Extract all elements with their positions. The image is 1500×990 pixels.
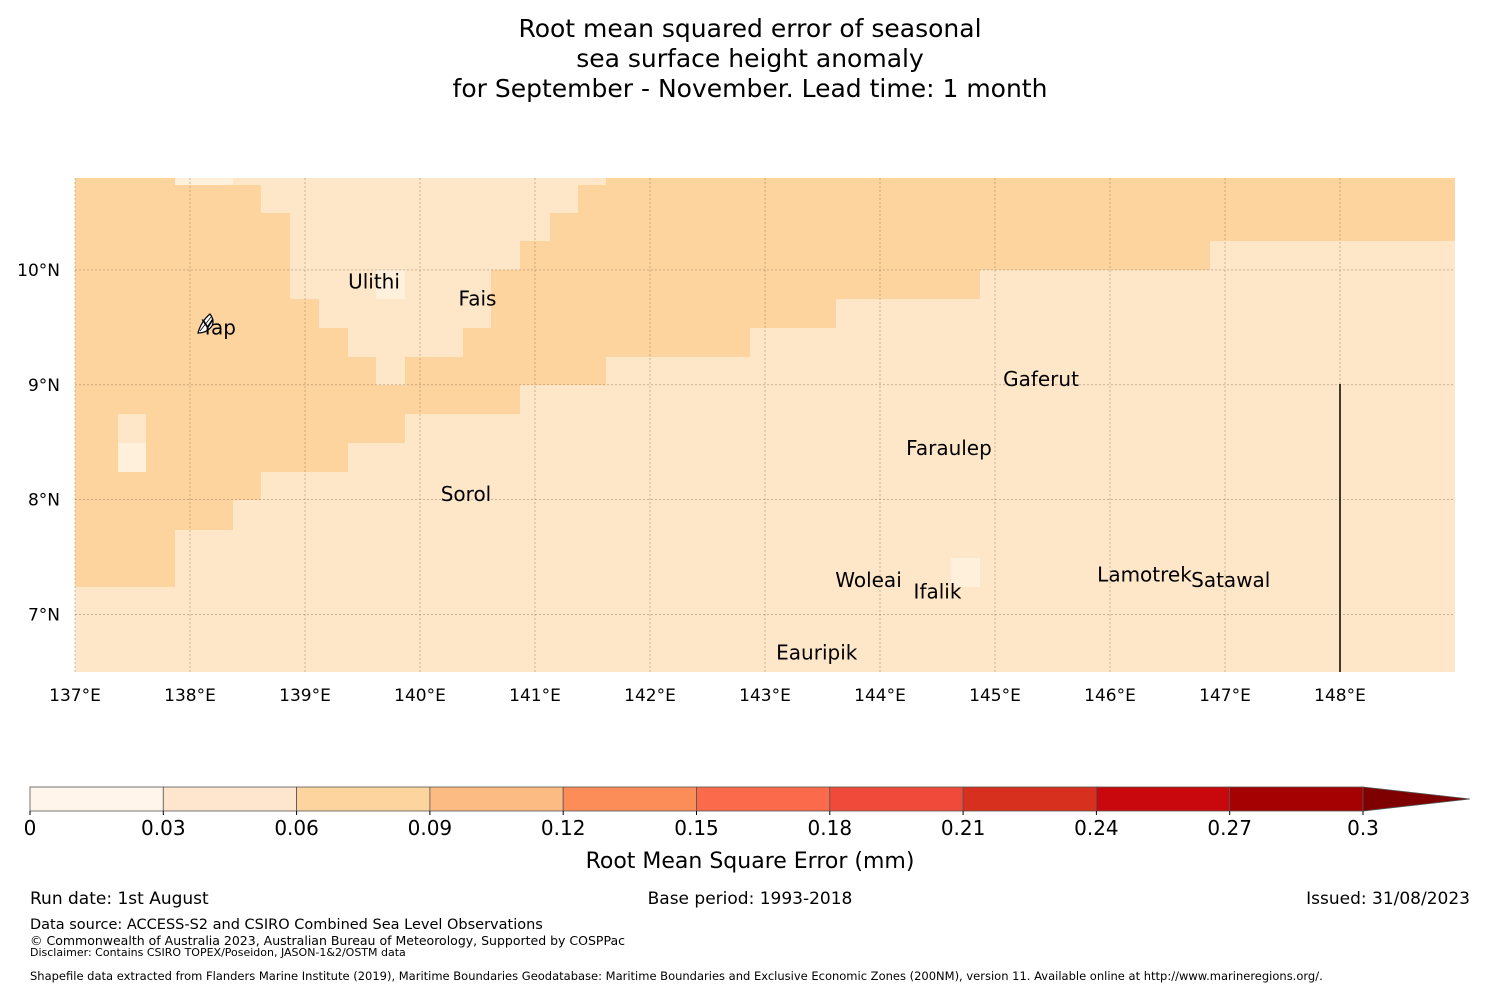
field-cell-high (1210, 178, 1455, 241)
colorbar-label: Root Mean Square Error (mm) (586, 849, 915, 874)
colorbar-tick-label: 0.06 (274, 816, 319, 840)
field-cell-high (75, 178, 175, 587)
yap-island-icon (197, 313, 214, 334)
map-title: Root mean squared error of seasonal sea … (0, 14, 1500, 104)
field-cell-high (75, 530, 118, 558)
colorbar-tick-label: 0.18 (808, 816, 853, 840)
colorbar-tick-label: 0.03 (141, 816, 186, 840)
place-label: Ifalik (914, 580, 962, 604)
colorbar-tick-label: 0.21 (941, 816, 986, 840)
latitude-tick-label: 8°N (28, 491, 60, 511)
latitude-tick-label: 7°N (28, 606, 60, 626)
field-cell-high (491, 270, 520, 328)
run-date: Run date: 1st August (30, 889, 209, 909)
place-label: Lamotrek (1097, 562, 1192, 586)
colorbar-swatch (29, 786, 164, 812)
longitude-tick-label: 141°E (509, 686, 561, 706)
field-cell-high (606, 178, 750, 357)
field-cell-lowest (951, 558, 980, 587)
colorbar-tick-label: 0.3 (1347, 816, 1379, 840)
colorbar-swatch (696, 786, 831, 812)
field-cell-high (836, 178, 980, 299)
longitude-tick-label: 148°E (1314, 686, 1366, 706)
colorbar-tick-label: 0.09 (408, 816, 453, 840)
field-cell-high (319, 328, 348, 472)
longitude-tick-label: 139°E (279, 686, 331, 706)
copyright-notice: © Commonwealth of Australia 2023, Austra… (30, 933, 625, 948)
place-label: Ulithi (348, 269, 400, 293)
field-cell-high (578, 185, 606, 328)
issued-date: Issued: 31/08/2023 (1306, 889, 1470, 909)
longitude-tick-label: 143°E (739, 686, 791, 706)
longitude-tick-labels: 137°E 138°E 139°E 140°E 141°E 142°E 143°E 144°E… (49, 686, 1366, 706)
graticule (74, 178, 1455, 672)
field-cell-high (175, 500, 233, 530)
title-line-2: sea surface height anomaly (576, 44, 924, 73)
colorbar-swatch (296, 786, 431, 812)
field-cell-lowest (376, 270, 405, 299)
colorbar-tick-label: 0 (24, 816, 37, 840)
place-label: Eauripik (776, 640, 858, 664)
field-cell-high (348, 357, 376, 443)
longitude-tick-label: 138°E (164, 686, 216, 706)
field-cell-high (175, 185, 261, 500)
colorbar-extend-arrow (1362, 786, 1471, 812)
rmse-field (75, 178, 1455, 672)
colorbar-tick-labels: 0 0.03 0.06 0.09 0.12 0.15 0.18 0.21 0.24 0.27 0.3 (24, 811, 1379, 840)
field-cell-high (550, 213, 578, 328)
colorbar-swatch (1096, 786, 1231, 812)
colorbar-swatch (962, 786, 1097, 812)
title-line-3: for September - November. Lead time: 1 m… (452, 74, 1048, 103)
field-cell-high (290, 299, 319, 472)
colorbar-swatch (562, 786, 697, 812)
field-cell-lowest (118, 443, 146, 472)
place-label: Satawal (1191, 568, 1270, 592)
longitude-tick-label: 142°E (624, 686, 676, 706)
field-cell-high (750, 178, 836, 328)
disclaimer: Disclaimer: Contains CSIRO TOPEX/Poseido… (30, 946, 406, 959)
place-label: Yap (201, 315, 236, 339)
title-line-1: Root mean squared error of seasonal (518, 14, 982, 43)
colorbar-tick-label: 0.12 (541, 816, 586, 840)
colorbar-swatch (162, 786, 298, 812)
longitude-tick-label: 137°E (49, 686, 101, 706)
field-cell-high (261, 213, 290, 472)
longitude-tick-label: 140°E (394, 686, 446, 706)
colorbar-tick-label: 0.24 (1074, 816, 1119, 840)
latitude-tick-label: 10°N (17, 261, 60, 281)
place-label: Fais (459, 287, 497, 311)
place-label: Sorol (441, 482, 492, 506)
latitude-tick-labels: 10°N 9°N 8°N 7°N (17, 261, 60, 626)
place-label: Gaferut (1003, 367, 1079, 391)
place-label: Woleai (835, 568, 902, 592)
longitude-tick-label: 147°E (1199, 686, 1251, 706)
longitude-tick-label: 146°E (1084, 686, 1136, 706)
field-cell-high (376, 385, 405, 443)
colorbar-swatch (829, 786, 964, 812)
shapefile-credit: Shapefile data extracted from Flanders M… (30, 969, 1323, 983)
longitude-tick-label: 144°E (854, 686, 906, 706)
colorbar-swatch (1229, 786, 1364, 812)
place-labels: Yap Ulithi Fais Gaferut Faraulep Sorol Woleai I… (201, 269, 1271, 664)
base-period: Base period: 1993-2018 (647, 889, 853, 909)
data-source: Data source: ACCESS-S2 and CSIRO Combine… (30, 917, 543, 933)
field-cell-low (118, 414, 146, 443)
field-cell-lowest (175, 178, 233, 185)
field-cell-high (980, 178, 1210, 270)
colorbar (29, 786, 1471, 812)
place-label: Faraulep (906, 436, 992, 460)
colorbar-swatch (429, 786, 564, 812)
field-cell-high (75, 558, 90, 587)
field-cell-high (463, 328, 606, 385)
latitude-tick-label: 9°N (28, 376, 60, 396)
colorbar-tick-label: 0.27 (1207, 816, 1252, 840)
colorbar-tick-label: 0.15 (674, 816, 719, 840)
longitude-tick-label: 145°E (969, 686, 1021, 706)
